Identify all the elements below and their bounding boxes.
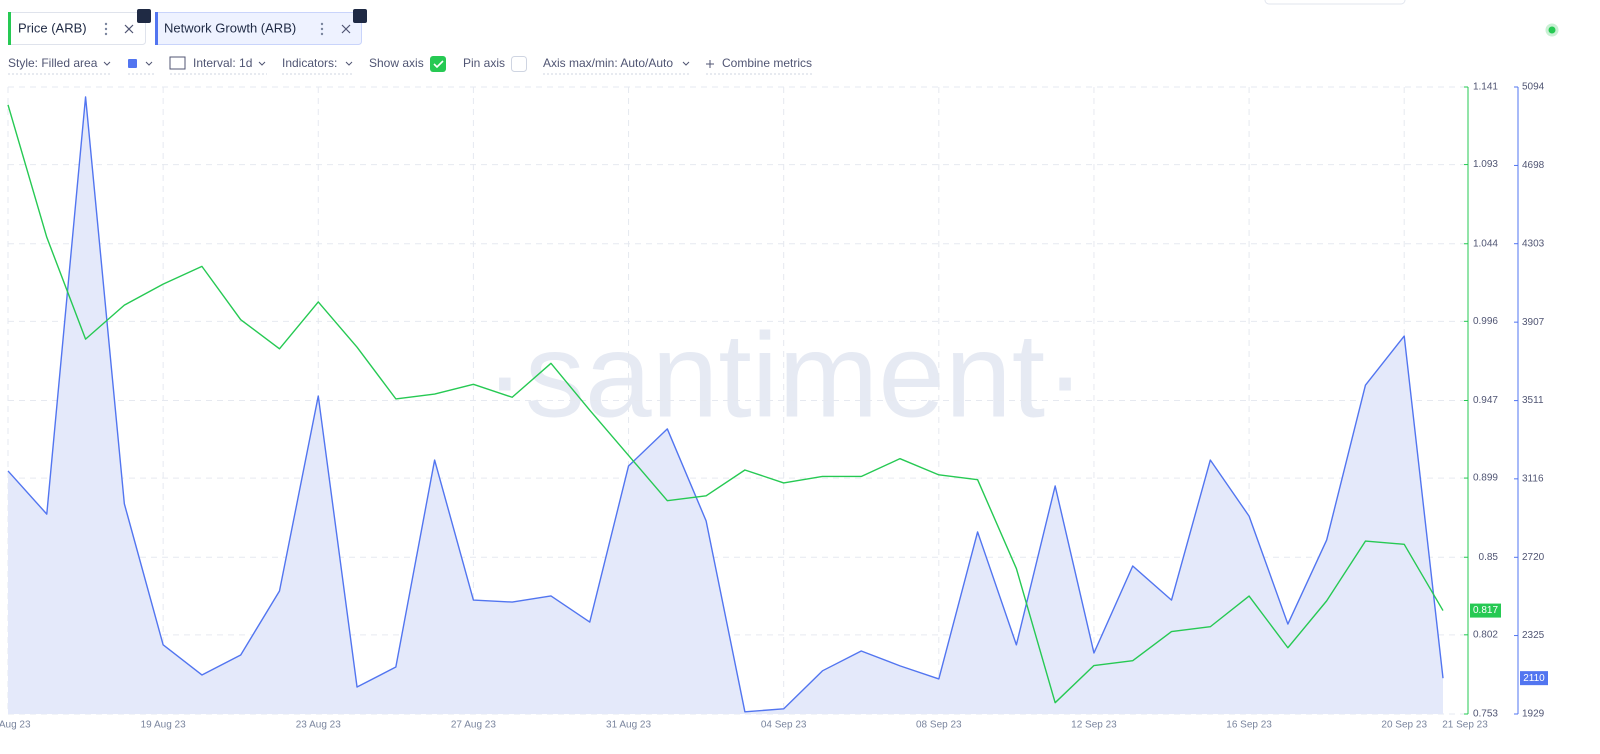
y2-tick-label: 3907 [1522,317,1545,328]
y2-tick-label: 4303 [1522,238,1545,249]
pin-axis-checkbox[interactable] [511,56,527,72]
toolbar: Style: Filled area Interval: 1d Indicato… [8,56,812,75]
last-value-box [1520,671,1548,686]
y-tick-label: 1.141 [1473,82,1498,93]
show-axis-label[interactable]: Show axis [369,56,424,70]
y2-tick-label: 3116 [1522,473,1544,484]
y2-tick-label: 1929 [1522,709,1545,720]
pin-axis-label[interactable]: Pin axis [463,56,505,70]
y2-tick-label: 4698 [1522,160,1545,171]
x-tick-label: 19 Aug 23 [141,720,186,731]
last-value-label: 2110 [1523,673,1545,684]
tab-label: Network Growth (ARB) [164,20,296,35]
x-tick-label: 23 Aug 23 [296,720,341,731]
y-tick-label: 0.996 [1473,316,1498,327]
y-tick-label: 1.093 [1473,159,1498,170]
x-tick-label: 31 Aug 23 [606,720,651,731]
x-tick-label: 15 Aug 23 [0,720,31,731]
y2-tick-label: 2325 [1522,630,1545,641]
y-tick-label: 1.044 [1473,238,1498,249]
last-value-label: 0.817 [1473,605,1498,616]
x-tick-label: 04 Sep 23 [761,720,807,731]
watermark: ·santiment· [485,309,1085,443]
line [7,96,1444,713]
y2-tick-label: 2720 [1522,552,1545,563]
x-tick-label: 16 Sep 23 [1226,720,1272,731]
tab-label: Price (ARB) [18,20,87,35]
y-tick-label: 0.85 [1479,552,1499,563]
y-tick-label: 0.802 [1473,629,1498,640]
y-tick-label: 0.753 [1473,709,1498,720]
x-tick-label: 20 Sep 23 [1381,720,1427,731]
color-picker[interactable] [128,59,137,68]
line [7,104,1444,704]
style-select[interactable]: Style: Filled area [8,56,98,70]
y-tick-label: 0.899 [1473,473,1498,484]
x-tick-label: 21 Sep 23 [1442,720,1488,731]
x-tick-label: 08 Sep 23 [916,720,962,731]
x-tick-label: 27 Aug 23 [451,720,496,731]
status-dot [1545,23,1559,37]
last-value-box [1470,603,1501,618]
interval-select[interactable]: Interval: 1d [193,56,252,70]
axis-minmax-select[interactable]: Axis max/min: Auto/Auto [543,56,673,70]
y2-tick-label: 3511 [1522,395,1544,406]
x-tick-label: 12 Sep 23 [1071,720,1117,731]
tab[interactable]: Price (ARB) [8,9,151,45]
y-tick-label: 0.947 [1473,395,1498,406]
y2-tick-label: 5094 [1522,82,1545,93]
search-box[interactable] [1264,0,1406,5]
combine-metrics[interactable]: Combine metrics [722,56,812,70]
show-axis-checkbox[interactable] [430,56,446,72]
area [8,96,1443,714]
indicators-select[interactable]: Indicators: [282,56,337,70]
tab[interactable]: Network Growth (ARB) [155,9,367,45]
